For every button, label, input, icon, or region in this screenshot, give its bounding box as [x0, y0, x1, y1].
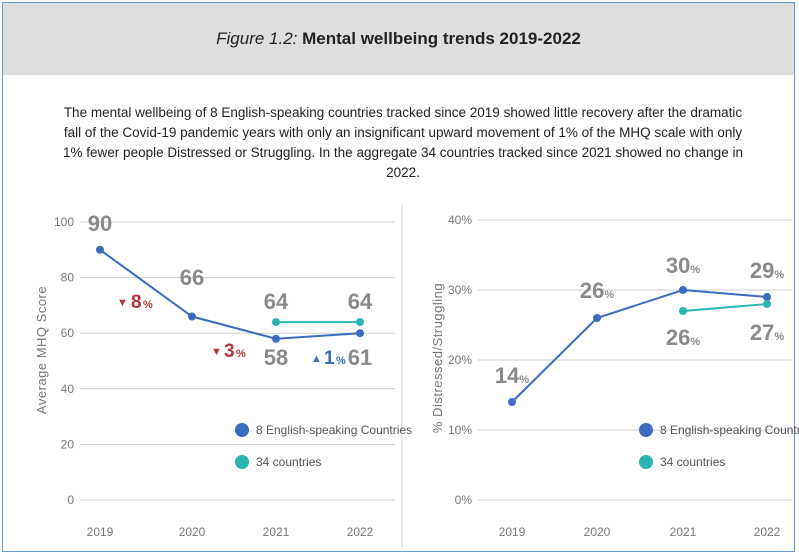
data-label-value: 64	[264, 289, 289, 314]
percent-sign: %	[604, 289, 614, 301]
data-point	[763, 293, 771, 301]
data-label: 64	[264, 289, 289, 314]
figure-header: Figure 1.2: Mental wellbeing trends 2019…	[3, 3, 794, 75]
data-label-value: 27%	[750, 320, 784, 345]
up-arrow-icon: ▲	[311, 353, 322, 365]
y-tick-label: 20	[61, 437, 75, 451]
series-line-english	[99, 248, 361, 340]
y-tick-label: 20%	[448, 353, 472, 367]
y-tick-label: 60	[61, 326, 75, 340]
data-label-value: 29%	[750, 258, 784, 283]
legend-label-34: 34 countries	[256, 455, 321, 469]
data-label-value: 58	[264, 345, 288, 370]
x-tick-label: 2021	[670, 525, 697, 539]
right-y-axis-label: % Distressed/Struggling	[430, 283, 445, 433]
legend-label-english: 8 English-speaking Countries	[256, 423, 412, 437]
annotation-unit: %	[143, 299, 153, 311]
legend-marker-english	[639, 423, 653, 437]
percent-sign: %	[690, 264, 700, 276]
x-tick-label: 2019	[87, 525, 114, 539]
y-tick-label: 80	[61, 271, 75, 285]
data-point	[508, 398, 516, 406]
data-label-value: 14%	[495, 363, 529, 388]
y-tick-label: 0%	[455, 493, 473, 507]
data-point	[593, 314, 601, 322]
annotation-value: 1	[324, 348, 335, 369]
annotation-unit: %	[336, 355, 346, 367]
data-point	[763, 300, 771, 308]
data-point	[272, 334, 280, 343]
data-label-value: 61	[348, 345, 372, 370]
annotation-value: 3	[224, 341, 235, 362]
annotation-down-3: ▼ 3 %	[211, 341, 246, 362]
annotation-up-1: ▲ 1 %	[311, 348, 346, 369]
data-label: 14%	[495, 363, 529, 388]
data-label: 27%	[750, 320, 784, 345]
legend-marker-34	[235, 455, 249, 469]
down-arrow-icon: ▼	[117, 297, 128, 309]
x-tick-label: 2020	[179, 525, 206, 539]
data-label: 64	[348, 289, 373, 314]
right-legend: 8 English-speaking Countries 34 countrie…	[639, 423, 799, 469]
annotation-down-8: ▼ 8 %	[117, 292, 153, 313]
y-tick-label: 40%	[448, 213, 472, 227]
data-label-value: 90	[88, 211, 112, 236]
data-point	[679, 286, 687, 294]
data-label: 61	[348, 345, 372, 370]
figure-label: Figure 1.2:	[216, 29, 298, 48]
y-tick-label: 30%	[448, 283, 472, 297]
percent-sign: %	[519, 374, 529, 386]
data-label: 26%	[666, 325, 700, 350]
x-tick-label: 2022	[347, 525, 374, 539]
x-tick-label: 2020	[584, 525, 611, 539]
legend-label-english: 8 English-speaking Countries	[660, 423, 799, 437]
percent-sign: %	[774, 269, 784, 281]
y-tick-label: 40	[61, 382, 75, 396]
data-point	[356, 318, 364, 327]
y-tick-label: 100	[54, 215, 74, 229]
data-label: 58	[264, 345, 288, 370]
legend-label-34: 34 countries	[660, 455, 725, 469]
annotation-value: 8	[131, 292, 142, 313]
data-label: 29%	[750, 258, 784, 283]
percent-sign: %	[774, 331, 784, 343]
distressed-chart: % Distressed/Struggling 0% 10% 20% 30% 40% 20…	[430, 213, 799, 539]
annotation-unit: %	[236, 348, 246, 360]
mhq-score-chart: Average MHQ Score 0 20 40 60 80 100 2019 2020 20…	[34, 211, 412, 539]
left-y-axis-label: Average MHQ Score	[34, 286, 49, 414]
data-label-value: 26%	[580, 278, 614, 303]
data-point	[96, 245, 104, 254]
percent-sign: %	[690, 336, 700, 348]
x-tick-label: 2022	[754, 525, 781, 539]
data-label: 26%	[580, 278, 614, 303]
x-tick-label: 2019	[499, 525, 526, 539]
y-tick-label: 10%	[448, 423, 472, 437]
data-label-value: 66	[180, 265, 204, 290]
data-label-value: 26%	[666, 325, 700, 350]
y-tick-label: 0	[67, 493, 74, 507]
data-point	[188, 312, 196, 321]
legend-marker-english	[235, 423, 249, 437]
data-label: 30%	[666, 253, 700, 278]
x-tick-label: 2021	[263, 525, 290, 539]
figure-description: The mental wellbeing of 8 English-speaki…	[63, 105, 743, 180]
series-line-34-countries	[682, 303, 768, 312]
data-label-value: 64	[348, 289, 373, 314]
figure-title: Mental wellbeing trends 2019-2022	[302, 29, 581, 48]
data-point	[356, 329, 364, 338]
data-label: 90	[88, 211, 112, 236]
data-point	[679, 307, 687, 315]
data-label-value: 30%	[666, 253, 700, 278]
left-legend: 8 English-speaking Countries 34 countrie…	[235, 423, 412, 469]
data-point	[272, 318, 280, 327]
series-line-english	[511, 288, 768, 403]
legend-marker-34	[639, 455, 653, 469]
data-label: 66	[180, 265, 204, 290]
down-arrow-icon: ▼	[211, 346, 222, 358]
